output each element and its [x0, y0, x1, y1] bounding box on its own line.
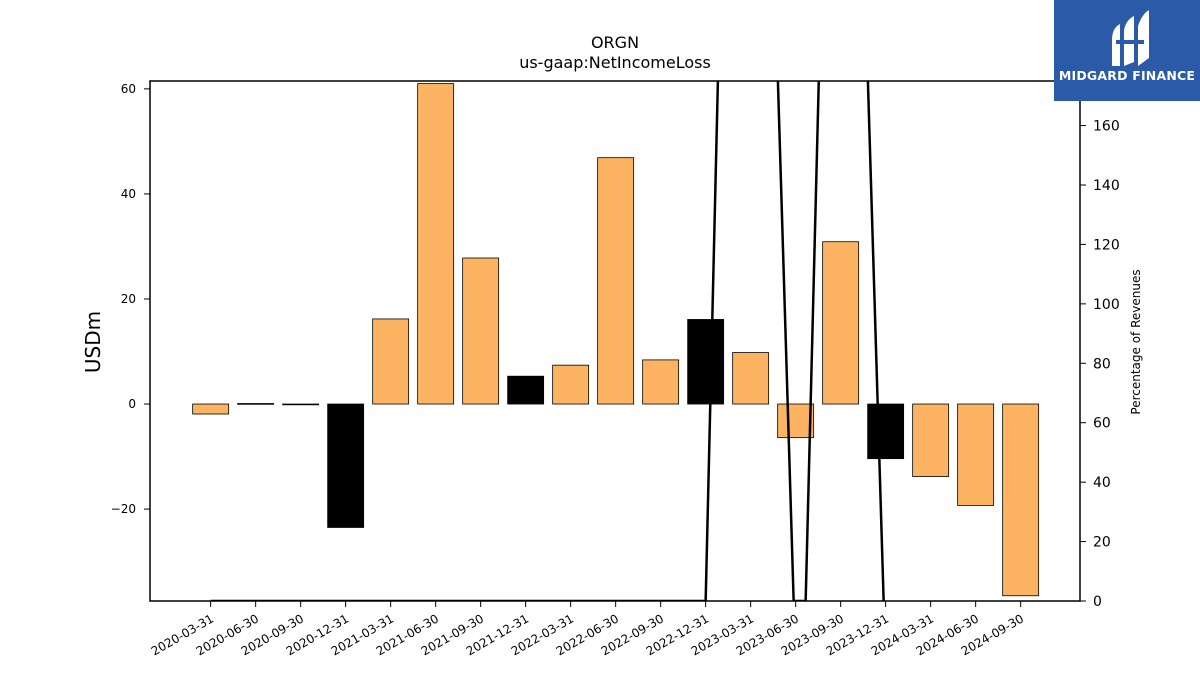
y2-tick-20: 20 [1080, 535, 1111, 551]
y2-tick-80: 80 [1080, 356, 1111, 372]
y2-axis-label: Percentage of Revenues [1129, 269, 1143, 414]
bar-2021-06-30 [417, 83, 455, 405]
y-tick-label: −20 [111, 502, 136, 516]
y2-tick-160: 160 [1080, 119, 1120, 135]
midgard-finance-logo: MIDGARD FINANCE [1054, 0, 1200, 101]
bar-2024-06-30 [957, 403, 995, 506]
bar-2022-03-31 [552, 364, 590, 405]
y-tick-0: 0 [128, 397, 150, 411]
bar-2020-12-31 [327, 403, 365, 528]
y-tick-40: 40 [121, 187, 150, 201]
bar-2022-09-30 [642, 359, 680, 405]
bar-2021-03-31 [372, 318, 410, 405]
line-percentage-of-revenues [210, 81, 885, 601]
y2-tick-label: 60 [1093, 416, 1111, 432]
chart-subtitle: us-gaap:NetIncomeLoss [519, 53, 711, 72]
y-tick-60: 60 [121, 82, 150, 96]
y2-tick-label: 20 [1093, 535, 1111, 551]
y-axis-label: USDm [81, 311, 105, 373]
y-tick-label: 40 [121, 187, 136, 201]
y2-tick-60: 60 [1080, 416, 1111, 432]
y2-tick-label: 100 [1093, 297, 1120, 313]
bar-2020-06-30 [237, 403, 275, 405]
y-tick-label: 60 [121, 82, 136, 96]
y2-tick-label: 160 [1093, 119, 1120, 135]
y-tick--20: −20 [111, 502, 150, 516]
y2-tick-label: 80 [1093, 356, 1111, 372]
bar-2024-09-30 [1002, 403, 1040, 597]
plot-area: −2002040600204060801001201401602020-03-3… [111, 80, 1120, 658]
bar-2023-09-30 [822, 241, 860, 405]
bar-2024-03-31 [912, 403, 950, 477]
y-tick-20: 20 [121, 292, 150, 306]
y2-tick-140: 140 [1080, 178, 1120, 194]
bar-2023-06-30 [777, 403, 815, 439]
y2-tick-label: 0 [1093, 594, 1102, 610]
chart-title: ORGN [591, 33, 639, 52]
plot-frame [149, 80, 1081, 602]
bar-2020-09-30 [282, 403, 320, 406]
y2-tick-100: 100 [1080, 297, 1120, 313]
bar-2023-03-31 [732, 352, 770, 405]
y2-tick-0: 0 [1080, 594, 1102, 610]
y-tick-label: 0 [128, 397, 136, 411]
bar-2022-06-30 [597, 157, 635, 405]
plot-clip-group [192, 81, 1040, 601]
y2-tick-120: 120 [1080, 237, 1120, 253]
bar-2021-12-31 [507, 375, 545, 405]
y2-tick-label: 120 [1093, 237, 1120, 253]
bar-2021-09-30 [462, 257, 500, 405]
y2-tick-label: 140 [1093, 178, 1120, 194]
bar-2020-03-31 [192, 403, 230, 415]
logo-wordmark: MIDGARD FINANCE [1058, 68, 1196, 83]
bar-2022-12-31 [687, 319, 725, 405]
y2-tick-label: 40 [1093, 475, 1111, 491]
bar-2023-12-31 [867, 403, 905, 460]
midgard-logo-mark-icon [1112, 10, 1149, 66]
y-tick-label: 20 [121, 292, 136, 306]
y2-tick-40: 40 [1080, 475, 1111, 491]
